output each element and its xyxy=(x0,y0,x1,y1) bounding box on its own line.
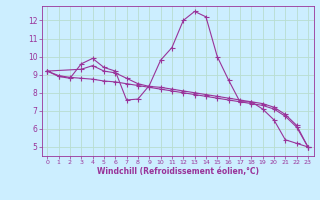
X-axis label: Windchill (Refroidissement éolien,°C): Windchill (Refroidissement éolien,°C) xyxy=(97,167,259,176)
